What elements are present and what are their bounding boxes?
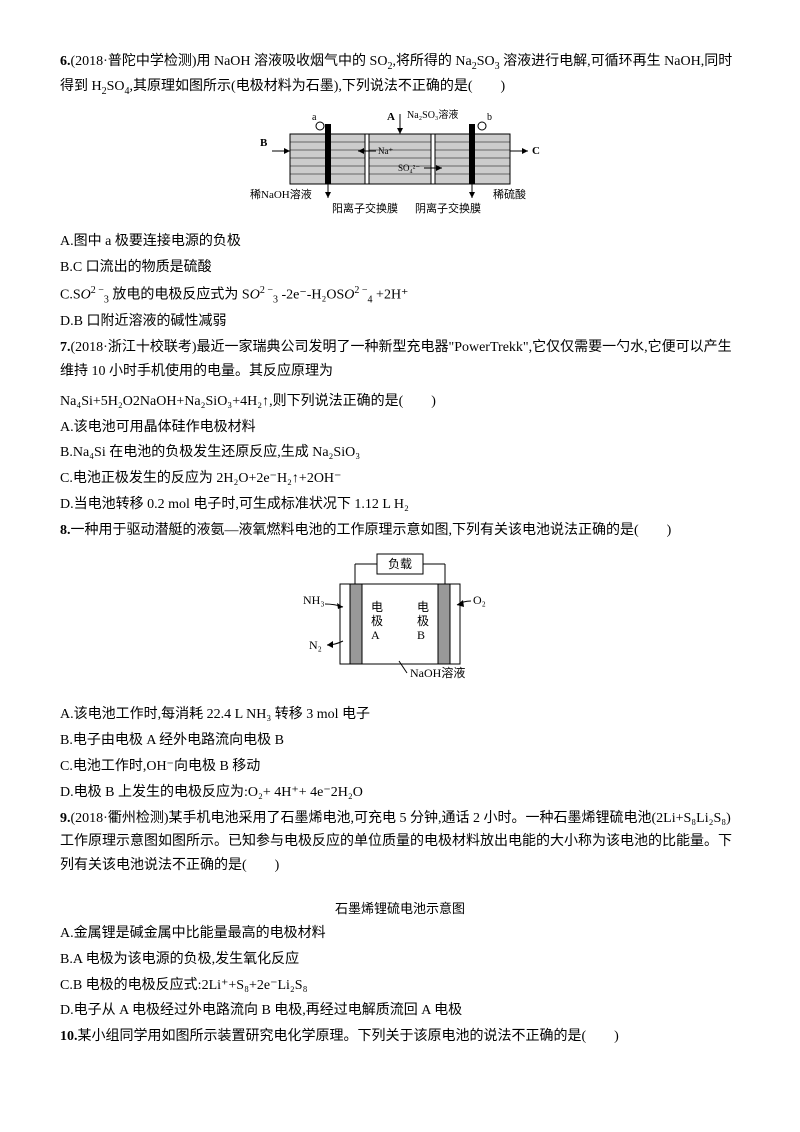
q7-optA: A.该电池可用晶体硅作电极材料 (60, 416, 740, 440)
svg-text:阳离子交换膜: 阳离子交换膜 (332, 201, 398, 215)
svg-text:极: 极 (417, 614, 429, 628)
q6-number: 6. (60, 54, 71, 69)
svg-text:SO₄²⁻: SO₄²⁻ (398, 163, 420, 173)
svg-text:稀NaOH溶液: 稀NaOH溶液 (250, 187, 312, 201)
q7-stem: 7.(2018·浙江十校联考)最近一家瑞典公司发明了一种新型充电器"PowerT… (60, 336, 740, 384)
q9-number: 9. (60, 811, 71, 826)
svg-text:阴离子交换膜: 阴离子交换膜 (415, 201, 481, 215)
q8-optC: C.电池工作时,OH⁻向电极 B 移动 (60, 755, 740, 779)
q6-optD: D.B 口附近溶液的碱性减弱 (60, 310, 740, 334)
q8-optA: A.该电池工作时,每消耗 22.4 L NH₃ 转移 3 mol 电子 (60, 703, 740, 727)
q7-optD: D.当电池转移 0.2 mol 电子时,可生成标准状况下 1.12 L H₂ (60, 493, 740, 517)
svg-text:C: C (532, 145, 540, 157)
q9-optD: D.电子从 A 电极经过外电路流向 B 电极,再经过电解质流回 A 电极 (60, 999, 740, 1023)
svg-text:Na₂SO₃溶液: Na₂SO₃溶液 (407, 108, 458, 121)
q6-optB: B.C 口流出的物质是硫酸 (60, 256, 740, 280)
svg-text:电: 电 (417, 600, 429, 614)
q9-optA: A.金属锂是碱金属中比能量最高的电极材料 (60, 922, 740, 946)
q9-optC: C.B 电极的电极反应式:2Li⁺+S₈+2e⁻Li₂S₈ (60, 974, 740, 998)
q8-figure: 负载 电 极 A 电 极 B NH₃ O₂ N₂ NaOH溶液 (60, 549, 740, 698)
q10-number: 10. (60, 1029, 78, 1044)
svg-text:A: A (387, 111, 395, 123)
svg-text:N₂: N₂ (309, 638, 322, 652)
svg-text:电: 电 (371, 600, 383, 614)
svg-text:负载: 负载 (388, 557, 412, 571)
q7-optC: C.电池正极发生的反应为 2H₂O+2e⁻H₂↑+2OH⁻ (60, 467, 740, 491)
svg-text:B: B (417, 628, 425, 642)
svg-text:A: A (371, 628, 380, 642)
q8-optD: D.电极 B 上发生的电极反应为:O₂+ 4H⁺+ 4e⁻2H₂O (60, 781, 740, 805)
svg-text:O₂: O₂ (473, 593, 486, 607)
q8-optB: B.电子由电极 A 经外电路流向电极 B (60, 729, 740, 753)
q7-eq: Na₄Si+5H₂O2NaOH+Na₂SiO₃+4H₂↑,则下列说法正确的是( … (60, 390, 740, 414)
q9-stem: 9.(2018·衢州检测)某手机电池采用了石墨烯电池,可充电 5 分钟,通话 2… (60, 807, 740, 878)
svg-text:b: b (487, 112, 492, 123)
q8-stem: 8.一种用于驱动潜艇的液氨—液氧燃料电池的工作原理示意如图,下列有关该电池说法正… (60, 519, 740, 543)
svg-text:a: a (312, 112, 317, 123)
q9-optB: B.A 电极为该电源的负极,发生氧化反应 (60, 948, 740, 972)
q6-figure: a b A Na₂SO₃溶液 B C Na⁺ SO₄²⁻ 稀NaOH溶液 稀硫酸… (60, 106, 740, 225)
svg-text:稀硫酸: 稀硫酸 (493, 187, 526, 201)
svg-text:Na⁺: Na⁺ (378, 146, 393, 156)
q6-optA: A.图中 a 极要连接电源的负极 (60, 230, 740, 254)
svg-text:NaOH溶液: NaOH溶液 (410, 665, 465, 680)
q9-caption: 石墨烯锂硫电池示意图 (60, 898, 740, 920)
svg-text:NH₃: NH₃ (303, 593, 325, 607)
q7-number: 7. (60, 340, 71, 355)
svg-text:B: B (260, 137, 268, 149)
q8-number: 8. (60, 523, 71, 538)
q6-optC: C.SO2 −3 放电的电极反应式为 SO2 −3 -2e⁻-H₂OSO2 −4… (60, 282, 740, 308)
q10-stem: 10.某小组同学用如图所示装置研究电化学原理。下列关于该原电池的说法不正确的是(… (60, 1025, 740, 1049)
q7-optB: B.Na₄Si 在电池的负极发生还原反应,生成 Na₂SiO₃ (60, 441, 740, 465)
svg-text:极: 极 (371, 614, 383, 628)
q6-stem: 6.(2018·普陀中学检测)用 NaOH 溶液吸收烟气中的 SO2,将所得的 … (60, 50, 740, 100)
